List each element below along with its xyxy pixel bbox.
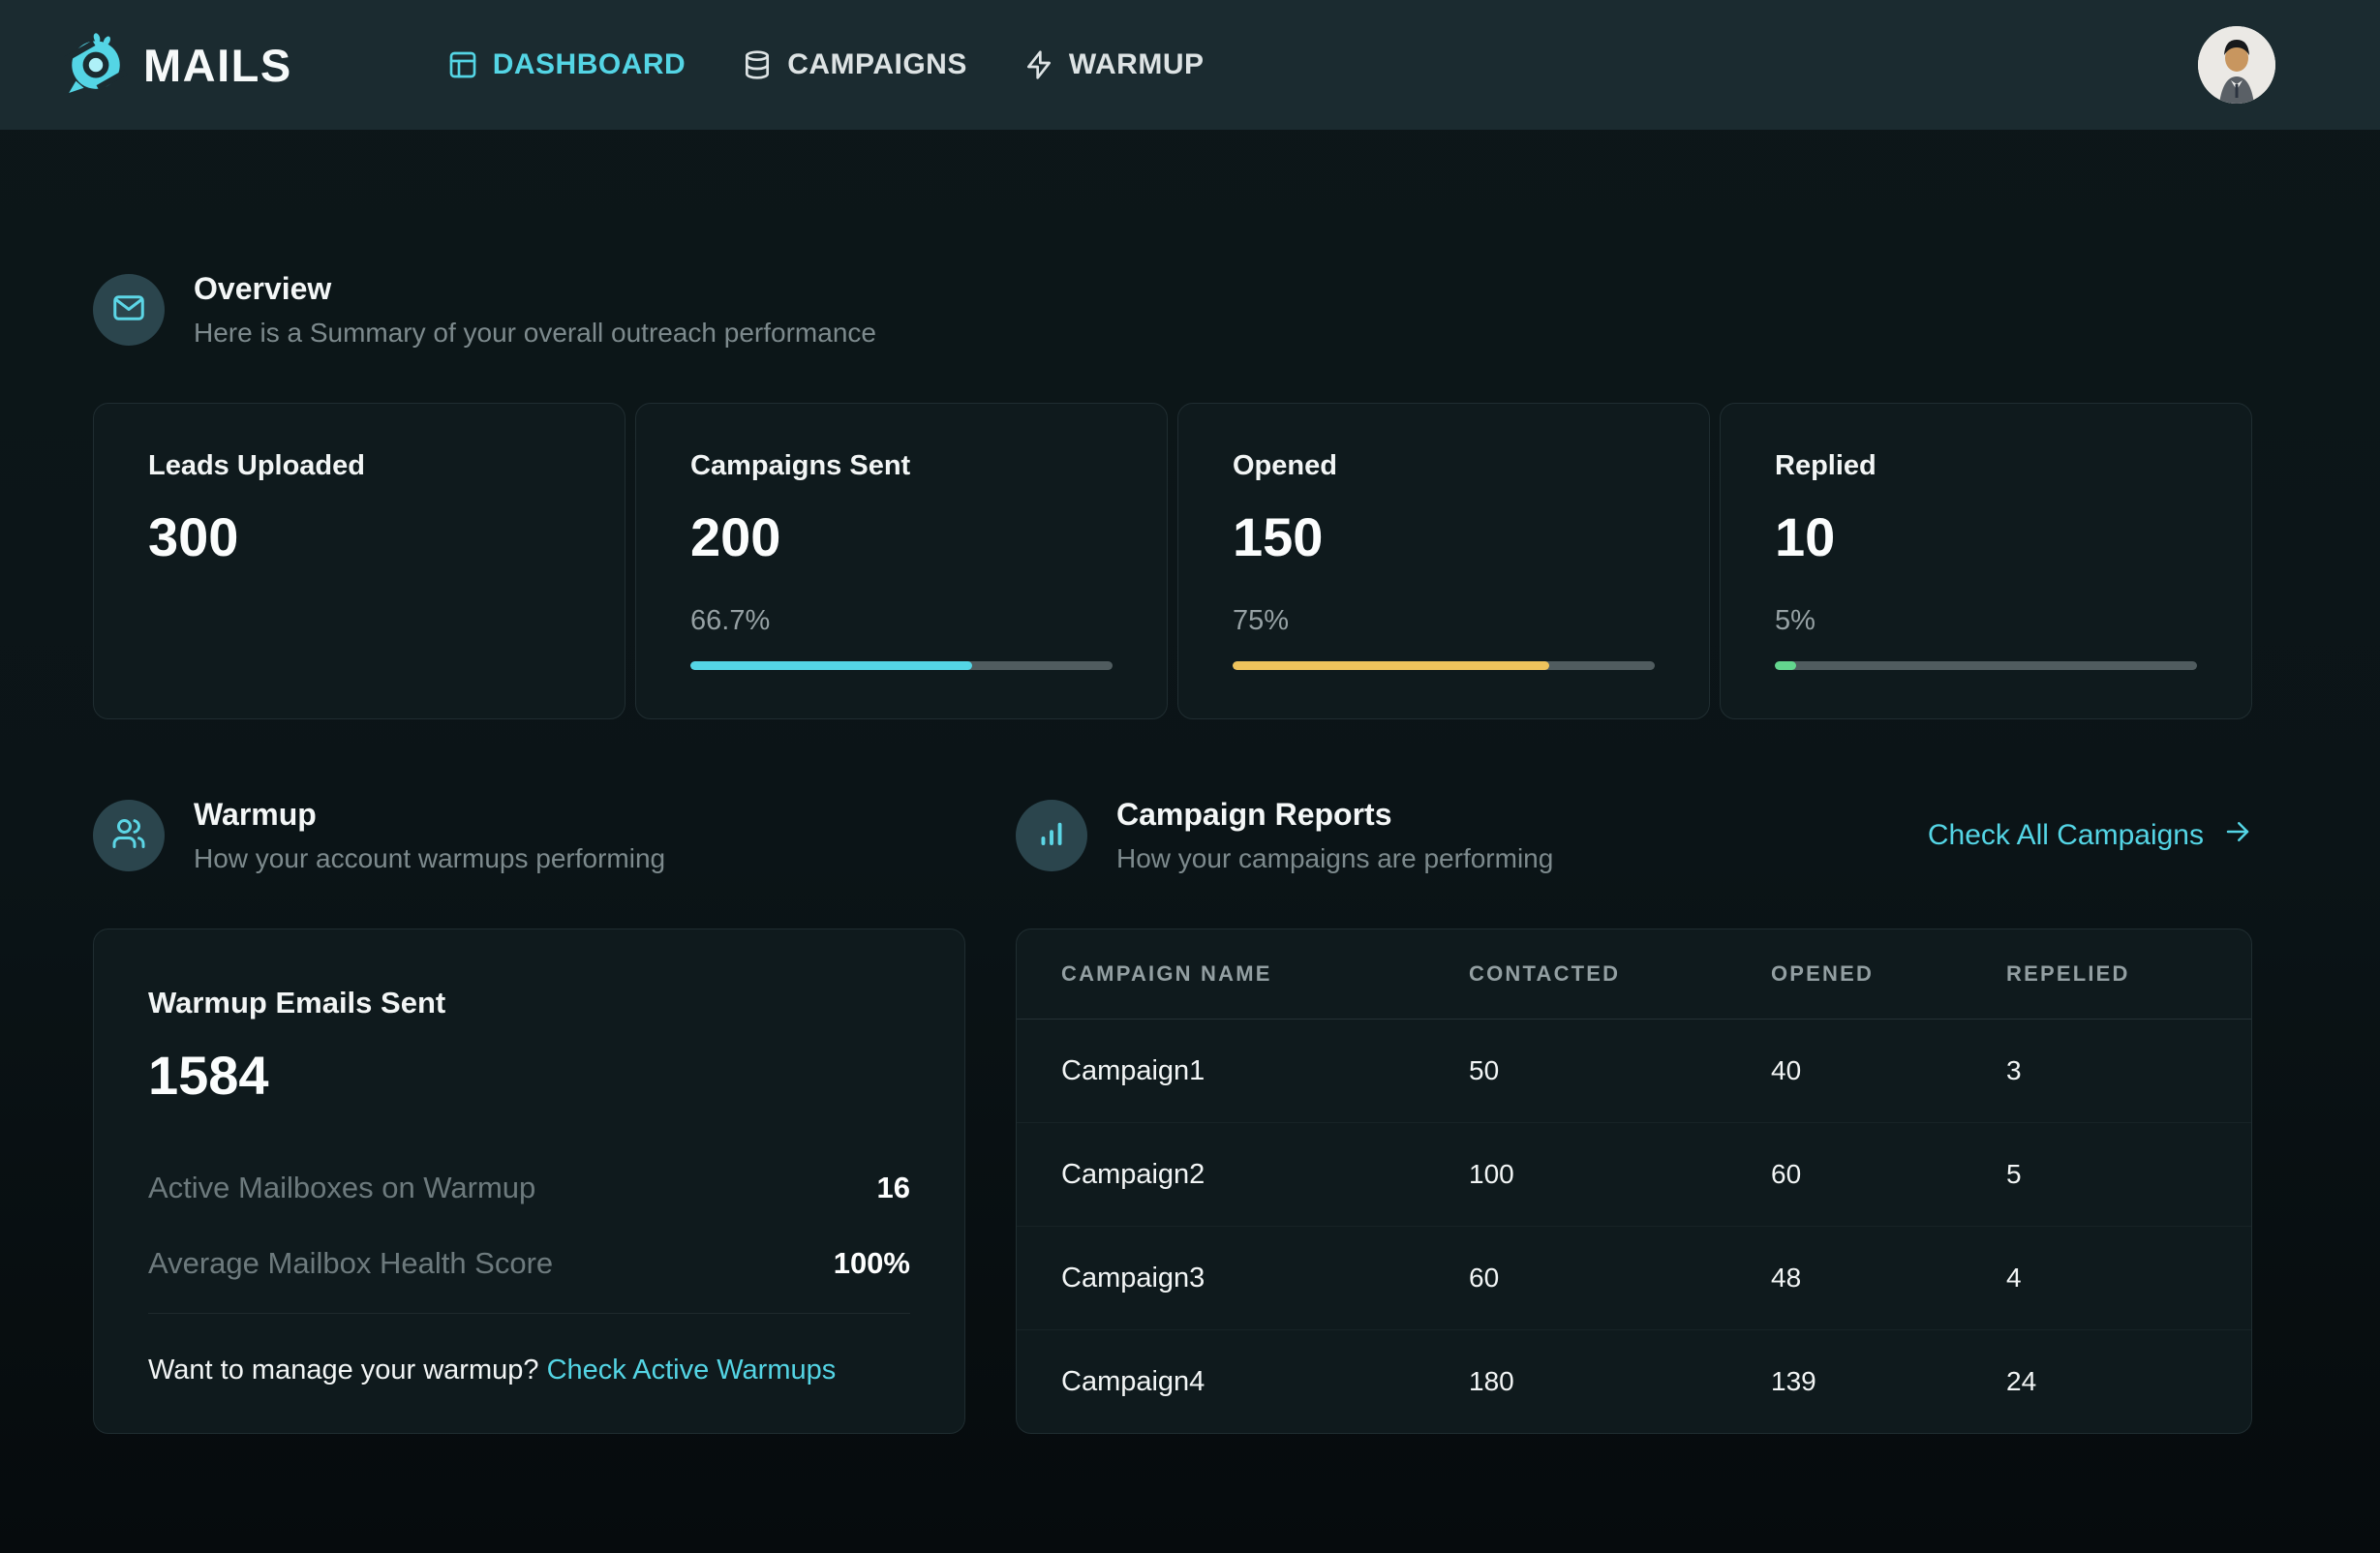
nav-label: CAMPAIGNS: [787, 48, 967, 81]
column-header-campaign-name: CAMPAIGN NAME: [1061, 961, 1469, 987]
overview-title: Overview: [194, 271, 876, 307]
warmup-section-header: Warmup How your account warmups performi…: [93, 797, 965, 874]
cell-opened: 60: [1771, 1159, 2006, 1190]
main-content: Overview Here is a Summary of your overa…: [0, 271, 2380, 1434]
users-icon: [111, 816, 146, 856]
overview-stats-row: Leads Uploaded 300 Campaigns Sent 200 66…: [93, 403, 2252, 719]
warmup-metric-row: Average Mailbox Health Score 100%: [148, 1246, 910, 1281]
warmup-title: Warmup: [194, 797, 665, 833]
warmup-card-footer: Want to manage your warmup? Check Active…: [148, 1313, 910, 1433]
campaign-reports-section-header: Campaign Reports How your campaigns are …: [1016, 797, 1553, 874]
stat-percent: 66.7%: [690, 605, 1113, 637]
zap-icon: [1023, 49, 1054, 80]
mail-icon: [111, 290, 146, 330]
column-header-contacted: CONTACTED: [1469, 961, 1771, 987]
stat-card-replied: Replied 10 5%: [1720, 403, 2252, 719]
cell-opened: 40: [1771, 1055, 2006, 1086]
main-nav: DASHBOARD CAMPAIGNS WARM: [447, 48, 1205, 81]
stat-value: 10: [1775, 505, 2197, 568]
nav-label: DASHBOARD: [493, 48, 687, 81]
cell-campaign-name: Campaign4: [1061, 1366, 1469, 1398]
overview-section-header: Overview Here is a Summary of your overa…: [93, 271, 2252, 349]
campaign-reports-title: Campaign Reports: [1116, 797, 1553, 833]
dashboard-icon: [447, 49, 478, 80]
cell-campaign-name: Campaign2: [1061, 1159, 1469, 1191]
cell-contacted: 180: [1469, 1366, 1771, 1397]
bottom-cards-row: Warmup Emails Sent 1584 Active Mailboxes…: [93, 929, 2252, 1434]
nav-tab-dashboard[interactable]: DASHBOARD: [447, 48, 687, 81]
cell-campaign-name: Campaign3: [1061, 1263, 1469, 1294]
top-navbar: MAILS DASHBOARD: [0, 0, 2380, 130]
table-row[interactable]: Campaign2 100 60 5: [1017, 1123, 2251, 1227]
arrow-right-icon: [2223, 817, 2252, 854]
stat-label: Leads Uploaded: [148, 450, 570, 482]
overview-icon-circle: [93, 274, 165, 346]
warmup-emails-sent-value: 1584: [148, 1044, 910, 1107]
cell-replied: 24: [2006, 1366, 2251, 1397]
warmup-icon-circle: [93, 800, 165, 871]
database-icon: [742, 49, 773, 80]
stat-label: Opened: [1233, 450, 1655, 482]
cell-campaign-name: Campaign1: [1061, 1055, 1469, 1087]
nav-tab-campaigns[interactable]: CAMPAIGNS: [742, 48, 967, 81]
cell-replied: 5: [2006, 1159, 2251, 1190]
cell-opened: 48: [1771, 1263, 2006, 1294]
table-header-row: CAMPAIGN NAME CONTACTED OPENED REPELIED: [1017, 929, 2251, 1020]
warmup-footer-text: Want to manage your warmup?: [148, 1355, 539, 1386]
stat-value: 200: [690, 505, 1113, 568]
warmup-metric-row: Active Mailboxes on Warmup 16: [148, 1171, 910, 1205]
mails-logo-icon: [64, 31, 128, 100]
stat-label: Replied: [1775, 450, 2197, 482]
stat-card-leads-uploaded: Leads Uploaded 300: [93, 403, 626, 719]
user-avatar[interactable]: [2198, 26, 2275, 104]
progress-bar: [690, 661, 1113, 670]
column-header-opened: OPENED: [1771, 961, 2006, 987]
cell-contacted: 60: [1469, 1263, 1771, 1294]
bar-chart-icon: [1034, 816, 1069, 856]
stat-card-campaigns-sent: Campaigns Sent 200 66.7%: [635, 403, 1168, 719]
warmup-subtitle: How your account warmups performing: [194, 843, 665, 874]
cell-contacted: 100: [1469, 1159, 1771, 1190]
campaign-reports-icon-circle: [1016, 800, 1087, 871]
brand[interactable]: MAILS: [64, 31, 292, 100]
table-row[interactable]: Campaign1 50 40 3: [1017, 1020, 2251, 1123]
nav-label: WARMUP: [1069, 48, 1205, 81]
metric-value: 100%: [834, 1246, 910, 1281]
campaign-reports-subtitle: How your campaigns are performing: [1116, 843, 1553, 874]
stat-value: 300: [148, 505, 570, 568]
stat-percent: 75%: [1233, 605, 1655, 637]
stat-card-opened: Opened 150 75%: [1177, 403, 1710, 719]
stat-percent: 5%: [1775, 605, 2197, 637]
check-all-campaigns-label: Check All Campaigns: [1928, 819, 2204, 852]
check-all-campaigns-link[interactable]: Check All Campaigns: [1928, 817, 2252, 854]
cell-contacted: 50: [1469, 1055, 1771, 1086]
table-row[interactable]: Campaign4 180 139 24: [1017, 1330, 2251, 1433]
section-headers-row: Warmup How your account warmups performi…: [93, 797, 2252, 874]
table-row[interactable]: Campaign3 60 48 4: [1017, 1227, 2251, 1330]
campaign-reports-table: CAMPAIGN NAME CONTACTED OPENED REPELIED …: [1016, 929, 2252, 1434]
check-active-warmups-link[interactable]: Check Active Warmups: [547, 1355, 837, 1386]
progress-bar: [1775, 661, 2197, 670]
mails-dashboard-app: MAILS DASHBOARD: [0, 0, 2380, 1553]
overview-subtitle: Here is a Summary of your overall outrea…: [194, 318, 876, 349]
stat-label: Campaigns Sent: [690, 450, 1113, 482]
metric-value: 16: [877, 1171, 910, 1205]
nav-tab-warmup[interactable]: WARMUP: [1023, 48, 1205, 81]
warmup-metrics: Active Mailboxes on Warmup 16 Average Ma…: [148, 1171, 910, 1281]
brand-name: MAILS: [143, 39, 292, 92]
cell-replied: 4: [2006, 1263, 2251, 1294]
warmup-card: Warmup Emails Sent 1584 Active Mailboxes…: [93, 929, 965, 1434]
warmup-card-title: Warmup Emails Sent: [148, 986, 910, 1020]
stat-value: 150: [1233, 505, 1655, 568]
metric-label: Average Mailbox Health Score: [148, 1246, 553, 1281]
metric-label: Active Mailboxes on Warmup: [148, 1171, 535, 1205]
progress-bar: [1233, 661, 1655, 670]
cell-opened: 139: [1771, 1366, 2006, 1397]
cell-replied: 3: [2006, 1055, 2251, 1086]
column-header-repelied: REPELIED: [2006, 961, 2251, 987]
